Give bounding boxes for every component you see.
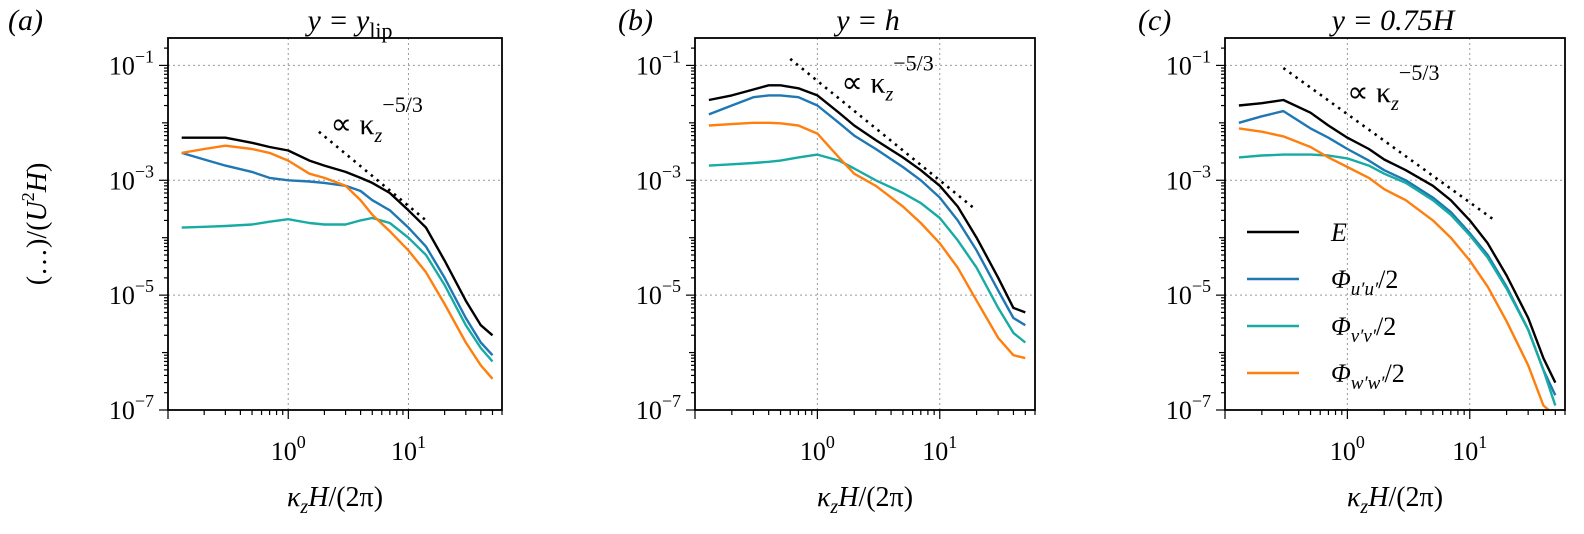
series-line [181,151,494,357]
slope-reference-line [318,130,427,222]
series-line [1238,153,1557,406]
slope-annotation: ∝ κz−5/3 [330,92,422,147]
y-tick-label: 10−1 [636,46,681,80]
slope-reference-line [789,57,978,212]
panel-title: y = 0.75H [1329,4,1457,37]
x-axis-title: κzH/(2π) [1347,482,1443,518]
series-line [181,216,494,363]
series-line [181,144,494,380]
series-line [708,121,1026,360]
x-tick-label: 100 [271,432,306,466]
y-tick-label: 10−1 [109,46,154,80]
x-tick-label: 100 [1330,432,1365,466]
x-tick-label: 101 [391,432,426,466]
series-line [708,84,1026,314]
panel-title: y = h [833,4,900,37]
slope-annotation: ∝ κz−5/3 [841,51,933,106]
panel-b: 100 101 10−7 10−5 10−3 10−1 ∝ κz−5/3 κzH/(2π) (b… [618,4,1036,518]
y-tick-label: 10−7 [636,391,681,425]
series-line [181,136,494,337]
x-axis-title: κzH/(2π) [287,482,383,518]
y-tick-label: 10−5 [109,276,154,310]
legend-label: E [1330,218,1347,247]
series-group [1238,98,1557,410]
legend-label: Φv′v′/2 [1331,312,1396,347]
panel-letter: (c) [1138,4,1171,37]
plot-frame [167,37,503,411]
y-tick-label: 10−3 [109,161,154,195]
plot-frame [1224,37,1566,411]
series-line [708,153,1027,344]
y-tick-label: 10−7 [1166,391,1211,425]
legend-label: Φw′w′/2 [1331,359,1405,394]
slope-annotation: ∝ κz−5/3 [1347,60,1439,115]
panel-c: 100 101 10−7 10−5 10−3 10−1 ∝ κz−5/3 κzH/(2π) (c… [1138,4,1566,518]
y-tick-label: 10−5 [636,276,681,310]
legend-label: Φu′u′/2 [1331,265,1398,300]
x-tick-label: 100 [800,432,835,466]
y-tick-label: 10−3 [636,161,681,195]
panel-title: y = ylip [304,4,392,43]
panel-a: 100 101 10−7 10−5 10−3 10−1 ∝ κz−5/3 κzH/(2π) (…… [8,4,503,518]
series-line [1238,127,1551,410]
panel-letter: (a) [8,4,43,37]
x-axis-title: κzH/(2π) [817,482,913,518]
y-tick-label: 10−5 [1166,276,1211,310]
y-tick-label: 10−3 [1166,161,1211,195]
x-tick-label: 101 [1452,432,1487,466]
series-line [1238,98,1557,384]
panel-letter: (b) [618,4,653,37]
y-tick-label: 10−1 [1166,46,1211,80]
legend: E Φu′u′/2 Φv′v′/2 Φw′w′/2 [1247,218,1405,394]
y-axis-title: (…)/(U2H) [18,163,53,286]
series-group [708,84,1027,360]
series-group [181,136,494,380]
x-tick-label: 101 [922,432,957,466]
y-tick-label: 10−7 [109,391,154,425]
series-line [708,94,1026,327]
plot-frame [694,37,1036,411]
